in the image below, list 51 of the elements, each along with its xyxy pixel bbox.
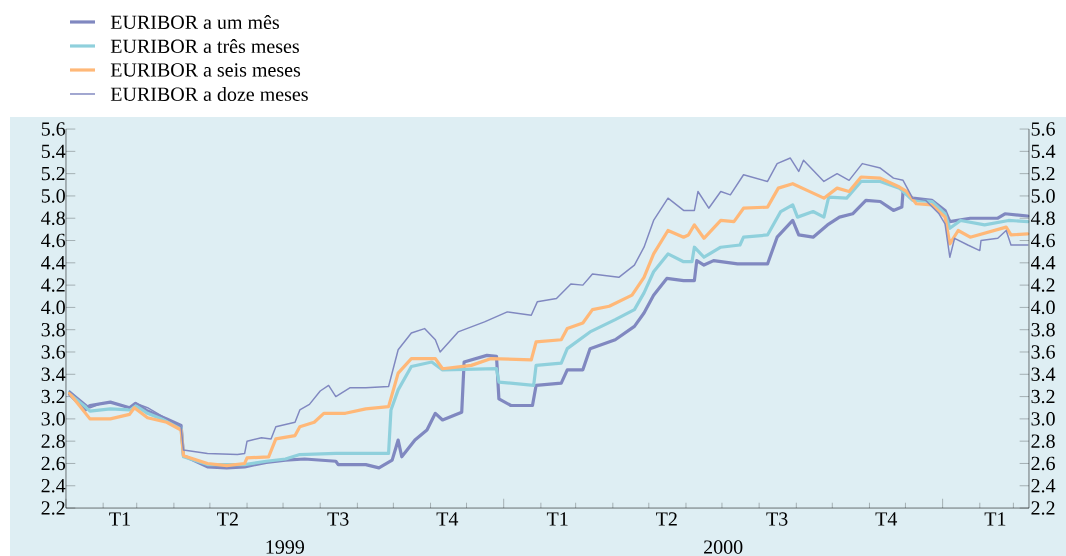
y2-tick-label: 5.2 <box>1031 166 1055 181</box>
x-tick-label: T3 <box>766 512 788 526</box>
x-tick-label: T1 <box>984 512 1006 526</box>
x-tick-label: T4 <box>875 512 898 526</box>
y-tick-label: 5.2 <box>41 166 65 181</box>
x-tick-label: T1 <box>109 512 130 526</box>
y2-tick-label: 3.6 <box>1031 345 1055 359</box>
x-tick-label: T1 <box>546 512 568 526</box>
y-tick-label: 4.6 <box>41 233 66 248</box>
y2-tick-label: 5.4 <box>1031 144 1056 159</box>
text: 1999 <box>266 540 305 554</box>
legend-label: EURIBOR a um mês <box>110 14 279 30</box>
y-tick-label: 5.0 <box>41 189 65 203</box>
y-tick-label: 4.2 <box>41 278 65 292</box>
y-tick-label: 4.8 <box>41 211 65 226</box>
y2-tick-label: 4.2 <box>1030 278 1055 292</box>
y-tick-label: 3.8 <box>41 322 65 337</box>
y2-tick-label: 4.6 <box>1030 233 1055 248</box>
y-tick-label: 5.6 <box>41 122 66 136</box>
y2-tick-label: 2.2 <box>1031 501 1055 515</box>
y2-tick-label: 4.0 <box>1030 300 1055 315</box>
y-tick-label: 3.6 <box>41 345 66 359</box>
legend-label: EURIBOR a três meses <box>110 38 299 54</box>
legend-label: EURIBOR a seis meses <box>110 63 301 77</box>
y-tick-label: 2.2 <box>41 501 65 515</box>
y-tick-label: 2.4 <box>41 479 66 493</box>
y-tick-label: 3.2 <box>41 389 65 404</box>
y-tick-label: 4.0 <box>41 300 65 315</box>
text: 2000 <box>704 540 743 554</box>
y-tick-label: 2.6 <box>41 456 66 471</box>
x-tick-label: T4 <box>436 512 459 526</box>
x-tick-label: T2 <box>656 512 677 526</box>
y-tick-label: 5.4 <box>41 144 66 159</box>
y2-tick-label: 2.4 <box>1031 479 1056 493</box>
y2-tick-label: 5.0 <box>1031 189 1055 203</box>
y-tick-label: 3.4 <box>41 367 66 382</box>
y2-tick-label: 5.6 <box>1031 122 1055 136</box>
x-tick-label: T2 <box>217 512 238 526</box>
y2-tick-label: 4.4 <box>1030 256 1056 270</box>
y-tick-label: 4.4 <box>41 256 66 270</box>
x-tick-label: T3 <box>327 512 349 526</box>
y2-tick-label: 2.8 <box>1031 434 1055 448</box>
y-tick-label: 3.0 <box>41 412 65 426</box>
y2-tick-label: 3.8 <box>1031 322 1055 337</box>
y-tick-label: 2.8 <box>41 434 65 448</box>
y2-tick-label: 3.2 <box>1031 389 1055 404</box>
y2-tick-label: 3.4 <box>1031 367 1056 382</box>
legend-label: EURIBOR a doze meses <box>110 86 308 102</box>
y2-tick-label: 4.8 <box>1030 211 1055 226</box>
y2-tick-label: 2.6 <box>1031 456 1055 471</box>
y2-tick-label: 3.0 <box>1031 412 1055 426</box>
